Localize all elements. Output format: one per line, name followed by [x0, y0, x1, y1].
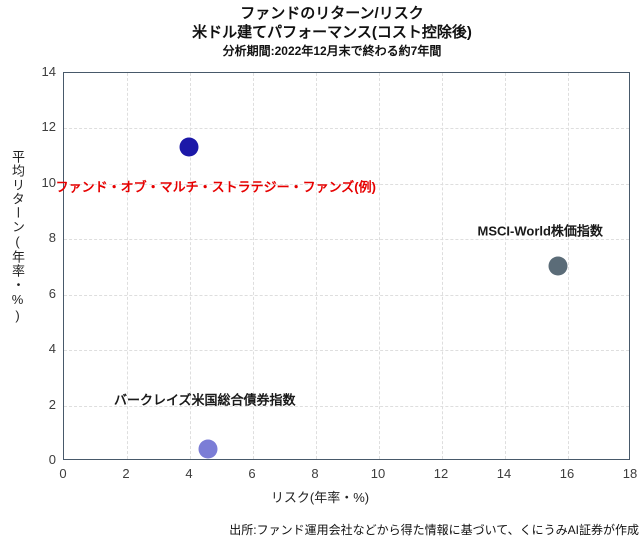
vertical-gridline: [568, 73, 569, 459]
x-tick-label: 12: [433, 466, 449, 481]
x-tick-label: 0: [59, 466, 67, 481]
vertical-gridline: [253, 73, 254, 459]
source-note: 出所:ファンド運用会社などから得た情報に基づいて、くにうみAI証券が作成: [229, 523, 639, 537]
y-tick-label: 8: [48, 230, 56, 246]
x-tick-label: 2: [122, 466, 130, 481]
vertical-gridline: [442, 73, 443, 459]
horizontal-gridline: [64, 128, 629, 130]
vertical-gridline: [316, 73, 317, 459]
data-point-label: ファンド・オブ・マルチ・ストラテジー・ファンズ(例): [55, 179, 376, 195]
y-tick-label: 10: [41, 174, 56, 190]
vertical-gridline: [127, 73, 128, 459]
chart-subtitle: 米ドル建てパフォーマンス(コスト控除後): [192, 24, 472, 41]
x-axis-title: リスク(年率・%): [270, 490, 370, 505]
y-tick-label: 4: [48, 341, 56, 357]
horizontal-gridline: [64, 239, 629, 241]
vertical-gridline: [505, 73, 506, 459]
horizontal-gridline: [64, 183, 629, 185]
x-tick-label: 4: [185, 466, 193, 481]
vertical-gridline: [190, 73, 191, 459]
data-point-label: バークレイズ米国総合債券指数: [113, 392, 296, 408]
plot-area: [63, 72, 630, 460]
x-tick-label: 6: [248, 466, 256, 481]
horizontal-gridline: [64, 350, 629, 352]
y-axis-title: 平均リターン(年率・%): [10, 150, 25, 324]
y-tick-label: 2: [48, 396, 56, 412]
analysis-period-label: 分析期間:2022年12月末で終わる約7年間: [222, 44, 442, 58]
horizontal-gridline: [64, 294, 629, 296]
chart-title: ファンドのリターン/リスク: [240, 5, 424, 22]
x-tick-label: 14: [496, 466, 512, 481]
x-tick-label: 8: [311, 466, 319, 481]
x-tick-label: 10: [370, 466, 386, 481]
data-point-marker[interactable]: [179, 137, 199, 157]
y-tick-label: 0: [48, 452, 56, 467]
x-tick-label: 18: [622, 466, 638, 481]
y-tick-label: 12: [41, 119, 56, 135]
data-point-marker[interactable]: [548, 256, 568, 276]
data-point-marker[interactable]: [198, 439, 218, 459]
x-tick-label: 16: [559, 466, 575, 481]
vertical-gridline: [379, 73, 380, 459]
y-tick-label: 14: [41, 64, 56, 79]
horizontal-gridline: [64, 405, 629, 407]
y-tick-label: 6: [48, 285, 56, 301]
data-point-label: MSCI-World株価指数: [477, 223, 603, 239]
